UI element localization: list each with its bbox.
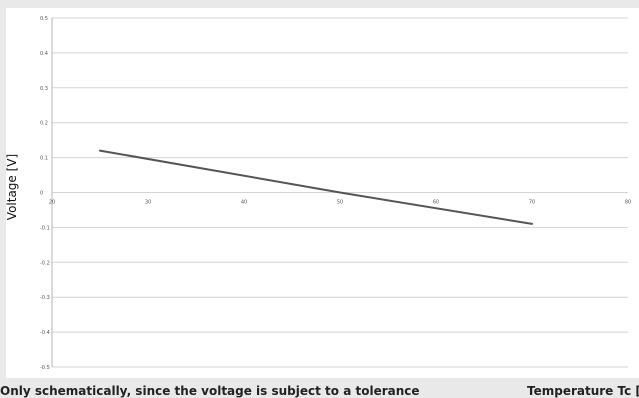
y-axis-title: Voltage [V]	[5, 153, 19, 221]
x-axis-title: Temperature Tc [°C	[527, 384, 639, 398]
chart-panel: 0.5 0.4 0.3 0.2 0.1 0 -0.1 -0.2 -0.3 -0.4 -0.5 20 3…	[6, 8, 639, 378]
x-tick-label: 20	[49, 200, 55, 206]
x-tick-labels: 20 30 40 50 60 70 80	[49, 200, 631, 206]
series-line	[99, 149, 533, 225]
x-tick-label: 70	[529, 200, 535, 206]
footnote: Only schematically, since the voltage is…	[0, 384, 420, 398]
y-tick-label: 0.2	[40, 121, 48, 127]
chart-svg: 0.5 0.4 0.3 0.2 0.1 0 -0.1 -0.2 -0.3 -0.4 -0.5 20 3…	[40, 16, 631, 371]
x-tick-label: 30	[145, 200, 151, 206]
y-tick-label: -0.4	[40, 330, 50, 336]
x-tick-label: 50	[337, 200, 343, 206]
y-tick-label: -0.3	[40, 295, 50, 301]
y-tick-label: 0.5	[40, 16, 48, 22]
series	[99, 149, 533, 225]
y-tick-label: -0.1	[40, 225, 50, 231]
y-tick-label: 0.4	[40, 51, 48, 57]
x-tick-label: 40	[241, 200, 247, 206]
y-tick-label: -0.5	[40, 365, 50, 371]
y-tick-labels: 0.5 0.4 0.3 0.2 0.1 0 -0.1 -0.2 -0.3 -0.4 -0.5	[40, 16, 50, 371]
y-tick-label: 0	[40, 191, 43, 197]
y-tick-label: -0.2	[40, 260, 50, 266]
x-tick-label: 60	[433, 200, 439, 206]
y-tick-label: 0.3	[40, 86, 48, 92]
y-tick-label: 0.1	[40, 156, 48, 162]
x-tick-label: 80	[625, 200, 631, 206]
